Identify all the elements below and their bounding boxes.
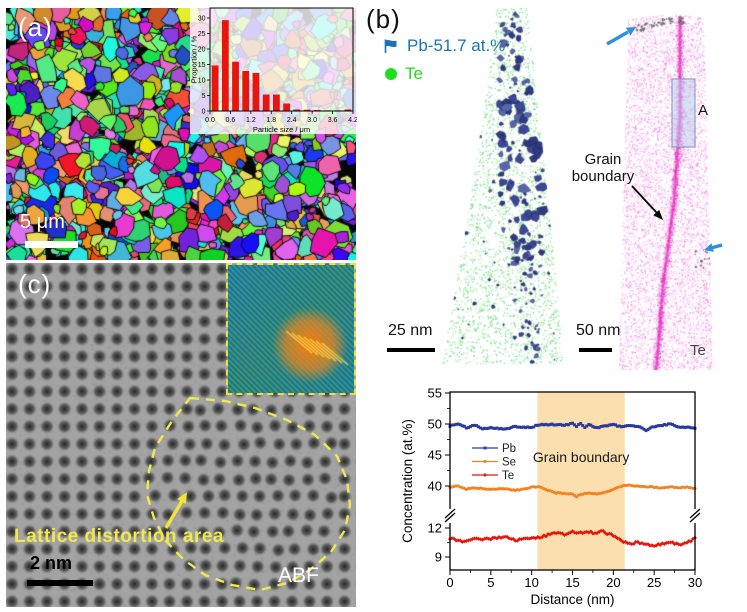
- svg-text:Pb: Pb: [502, 443, 516, 455]
- panel-c-scale-text: 2 nm: [30, 553, 73, 573]
- svg-text:Particle size / μm: Particle size / μm: [253, 125, 310, 134]
- lattice-distortion-outline: [145, 396, 352, 592]
- region-a-label: A: [698, 102, 709, 119]
- svg-text:Se: Se: [502, 457, 516, 469]
- panel-b-annotations: [606, 27, 723, 252]
- svg-text:3.6: 3.6: [328, 117, 338, 124]
- right-tip-scale-text: 50 nm: [576, 322, 621, 339]
- grain-boundary-annotation: Grain boundary: [571, 151, 635, 186]
- svg-text:1.2: 1.2: [246, 117, 256, 124]
- left-tip-scale-bar: [387, 348, 435, 352]
- abf-mode-label: ABF: [278, 564, 319, 587]
- svg-text:40: 40: [428, 479, 442, 494]
- grain-boundary-arrow-icon: [631, 185, 663, 220]
- svg-text:5: 5: [487, 575, 494, 590]
- svg-text:0.0: 0.0: [205, 117, 215, 124]
- svg-text:5: 5: [202, 93, 206, 100]
- right-tip-species-label: Te: [690, 342, 706, 359]
- legend-te-label: Te: [405, 64, 423, 83]
- svg-text:25: 25: [647, 575, 661, 590]
- svg-text:25: 25: [198, 31, 206, 38]
- svg-text:0.6: 0.6: [226, 117, 236, 124]
- apt-tip-pb-te-canvas: [438, 4, 568, 368]
- panel-b-label: (b): [366, 4, 401, 34]
- dot-icon: [385, 68, 397, 80]
- lattice-distortion-label: Lattice distortion area: [14, 526, 224, 547]
- concentration-profile-panel: Pb Se Te Grain boundary 0 5 10 15 20 25 30 40 45 50 55…: [400, 378, 747, 608]
- svg-text:Concentration (at.%): Concentration (at.%): [400, 419, 415, 543]
- svg-text:3.0: 3.0: [307, 117, 317, 124]
- svg-text:20: 20: [606, 575, 620, 590]
- svg-text:30: 30: [198, 16, 206, 23]
- panel-b-apt: (b) Pb-51.7 at.% Te: [360, 0, 747, 378]
- blue-arrow-icon: [606, 27, 636, 46]
- distortion-arrow-icon: [164, 492, 187, 529]
- svg-text:1.8: 1.8: [266, 117, 276, 124]
- right-tip-scale-bar: [579, 348, 612, 352]
- panel-c-abf-image: (c) Lattice distortion area 2 nm ABF: [6, 263, 356, 607]
- strain-map-inset-canvas: [228, 265, 354, 393]
- svg-text:55: 55: [428, 386, 442, 401]
- panel-c-scale-bar: [27, 580, 93, 586]
- svg-text:50: 50: [428, 417, 442, 432]
- svg-text:Te: Te: [502, 470, 514, 482]
- svg-text:4.2: 4.2: [348, 117, 357, 124]
- svg-text:Distance (nm): Distance (nm): [530, 592, 614, 607]
- svg-text:0: 0: [446, 575, 453, 590]
- svg-text:Proportion / %: Proportion / %: [190, 35, 199, 83]
- region-a-box: [671, 78, 696, 148]
- strain-map-inset: [226, 263, 356, 395]
- svg-text:0: 0: [202, 109, 206, 116]
- panel-c-label: (c): [18, 269, 52, 299]
- svg-text:Grain boundary: Grain boundary: [533, 449, 630, 465]
- svg-text:15: 15: [565, 575, 579, 590]
- legend-item-te: Te: [385, 64, 423, 84]
- svg-text:10: 10: [524, 575, 538, 590]
- blue-arrow-icon: [704, 243, 723, 252]
- svg-text:2.4: 2.4: [287, 117, 297, 124]
- panel-a-scale-text: 5 μm: [20, 211, 65, 233]
- svg-text:12: 12: [428, 521, 442, 536]
- panel-c-annotations: [145, 396, 352, 592]
- svg-text:45: 45: [428, 448, 442, 463]
- panel-a-scale-bar: [25, 241, 78, 248]
- svg-text:20: 20: [198, 47, 206, 54]
- svg-text:9: 9: [435, 550, 442, 565]
- svg-text:10: 10: [198, 78, 206, 85]
- svg-text:30: 30: [688, 575, 702, 590]
- panel-a-label: (a): [18, 12, 53, 42]
- flag-icon: [384, 39, 397, 53]
- apt-tip-te-canvas: [616, 6, 716, 374]
- particle-size-histogram: 0.0 0.6 1.2 1.8 2.4 3.0 3.6 4.2 0 5 10 15 20 25 30 Part…: [190, 3, 357, 134]
- left-tip-scale-text: 25 nm: [388, 322, 433, 339]
- svg-text:15: 15: [198, 62, 206, 69]
